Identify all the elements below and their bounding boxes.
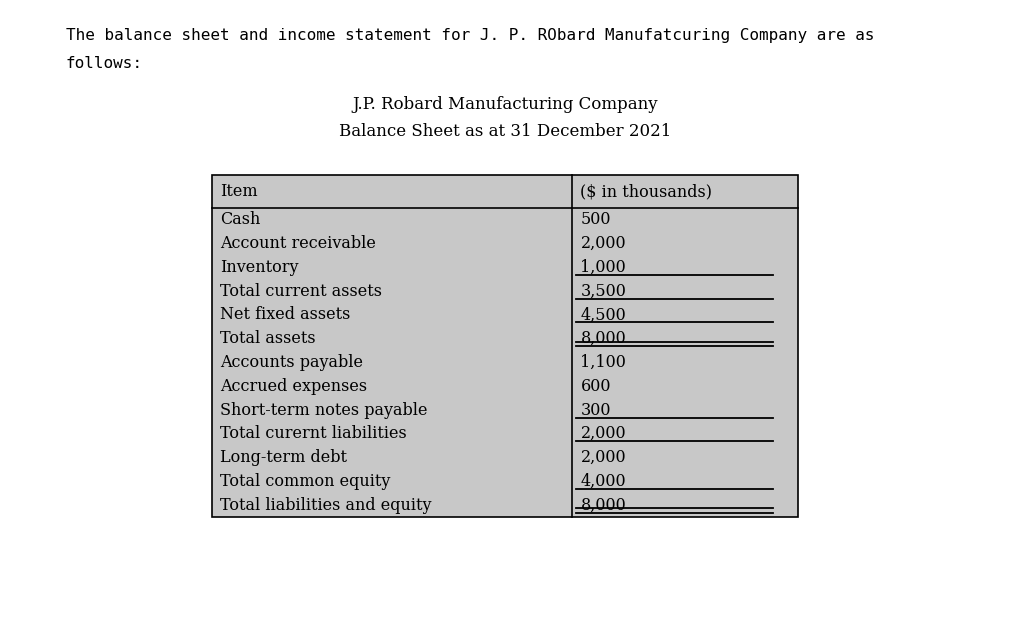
- Text: Account receivable: Account receivable: [220, 235, 376, 252]
- Text: J.P. Robard Manufacturing Company: J.P. Robard Manufacturing Company: [352, 96, 658, 113]
- Text: Total liabilities and equity: Total liabilities and equity: [220, 496, 431, 514]
- Text: 2,000: 2,000: [581, 235, 626, 252]
- Text: Balance Sheet as at 31 December 2021: Balance Sheet as at 31 December 2021: [338, 123, 672, 140]
- Text: 1,000: 1,000: [581, 259, 626, 276]
- Text: 2,000: 2,000: [581, 449, 626, 466]
- Text: 8,000: 8,000: [581, 496, 626, 514]
- Text: 600: 600: [581, 377, 611, 395]
- Text: Accounts payable: Accounts payable: [220, 354, 364, 371]
- Text: Short-term notes payable: Short-term notes payable: [220, 401, 427, 419]
- Text: 4,000: 4,000: [581, 473, 626, 490]
- Text: Total common equity: Total common equity: [220, 473, 391, 490]
- Text: Inventory: Inventory: [220, 259, 299, 276]
- Text: 3,500: 3,500: [581, 282, 626, 300]
- Text: 500: 500: [581, 211, 611, 228]
- Text: Total assets: Total assets: [220, 330, 316, 347]
- Text: follows:: follows:: [66, 56, 142, 71]
- Text: 1,100: 1,100: [581, 354, 626, 371]
- Text: ($ in thousands): ($ in thousands): [581, 183, 712, 200]
- Text: Total curernt liabilities: Total curernt liabilities: [220, 425, 407, 443]
- Text: 300: 300: [581, 401, 611, 419]
- Text: Accrued expenses: Accrued expenses: [220, 377, 368, 395]
- Text: Item: Item: [220, 183, 258, 200]
- Text: 8,000: 8,000: [581, 330, 626, 347]
- Text: 4,500: 4,500: [581, 306, 626, 324]
- Text: Cash: Cash: [220, 211, 261, 228]
- Text: Long-term debt: Long-term debt: [220, 449, 347, 466]
- Text: Net fixed assets: Net fixed assets: [220, 306, 350, 324]
- Text: 2,000: 2,000: [581, 425, 626, 443]
- Text: The balance sheet and income statement for J. P. RObard Manufatcuring Company ar: The balance sheet and income statement f…: [66, 28, 874, 43]
- Text: Total current assets: Total current assets: [220, 282, 382, 300]
